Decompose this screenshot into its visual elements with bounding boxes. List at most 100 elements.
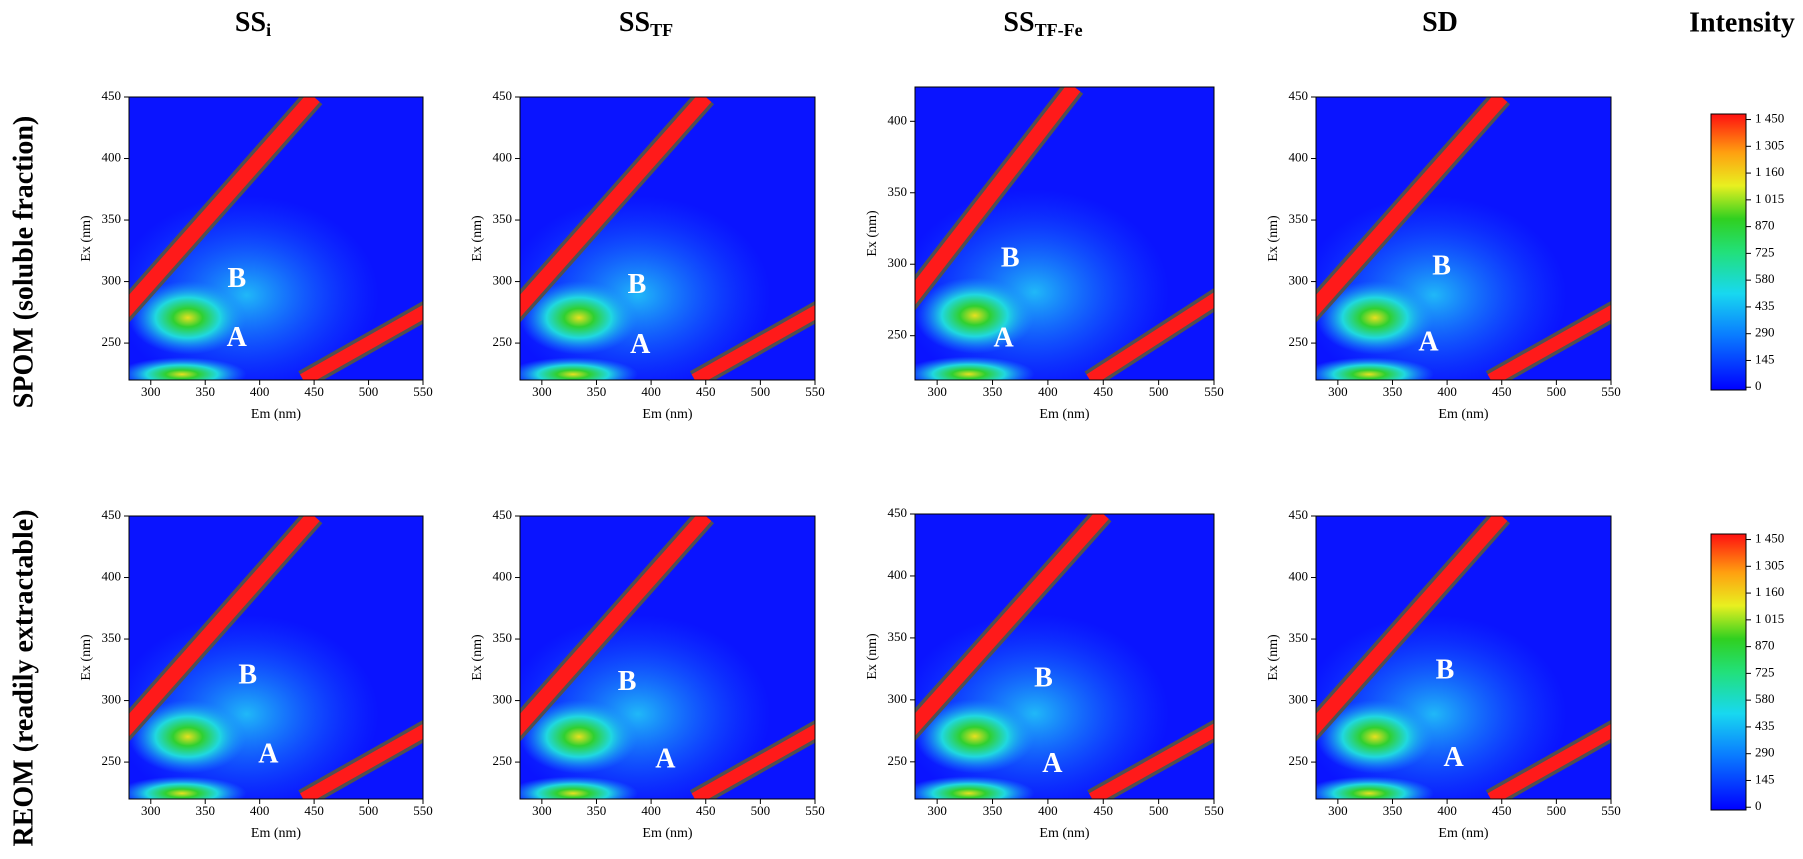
y-tick-label: 450 xyxy=(102,507,122,522)
plot-frame xyxy=(128,96,424,381)
colorbar-tick-label: 1 305 xyxy=(1755,557,1784,572)
fluorescence-peak xyxy=(1316,357,1434,380)
colorbar-tick-label: 290 xyxy=(1755,745,1775,760)
fluorescence-peak xyxy=(129,280,247,355)
colorbar-tick-label: 870 xyxy=(1755,218,1775,233)
fluorescence-peak xyxy=(520,776,638,799)
fluorescence-peak xyxy=(1316,280,1434,355)
rayleigh-band xyxy=(520,516,712,737)
y-tick-label: 300 xyxy=(888,255,908,270)
colorbar-tick-label: 290 xyxy=(1755,325,1775,340)
colorbar-tick-label: 1 160 xyxy=(1755,164,1784,179)
y-tick-label: 450 xyxy=(102,88,122,103)
y-tick-label: 300 xyxy=(102,692,122,707)
x-tick-label: 450 xyxy=(696,384,716,399)
column-title: SD xyxy=(1422,7,1458,38)
colorbar-tick-label: 580 xyxy=(1755,271,1775,286)
x-tick-label: 300 xyxy=(927,384,947,399)
contour-field xyxy=(129,97,423,380)
y-tick-label: 400 xyxy=(493,150,513,165)
fluorescence-peak xyxy=(520,280,638,355)
x-tick-label: 300 xyxy=(927,803,947,818)
x-tick-label: 500 xyxy=(751,803,771,818)
peak-annotation: B xyxy=(1034,662,1053,693)
y-tick-label: 300 xyxy=(1289,692,1309,707)
x-tick-label: 500 xyxy=(359,803,379,818)
x-tick-label: 450 xyxy=(304,384,324,399)
peak-annotation: B xyxy=(1432,250,1451,281)
colorbar-tick-label: 0 xyxy=(1755,798,1762,813)
x-tick-label: 400 xyxy=(1437,803,1457,818)
x-tick-label: 350 xyxy=(983,803,1003,818)
y-tick-label: 250 xyxy=(493,753,513,768)
rayleigh-band xyxy=(1316,97,1508,318)
x-tick-label: 300 xyxy=(532,803,552,818)
rayleigh-band xyxy=(129,97,320,318)
peak-annotation: B xyxy=(227,263,246,294)
x-tick-label: 500 xyxy=(359,384,379,399)
x-axis-label: Em (nm) xyxy=(1039,826,1089,841)
colorbar xyxy=(1710,533,1747,811)
x-tick-label: 550 xyxy=(1204,803,1224,818)
column-title: SSTF-Fe xyxy=(1003,7,1082,40)
colorbar-tick-label: 0 xyxy=(1755,378,1762,393)
plot-frame xyxy=(519,96,816,381)
plot-frame xyxy=(914,86,1215,381)
y-tick-label: 300 xyxy=(493,692,513,707)
rayleigh-band xyxy=(691,723,815,799)
y-tick-label: 400 xyxy=(493,569,513,584)
column-title-main: SS xyxy=(235,7,266,38)
y-axis-label: Ex (nm) xyxy=(79,634,94,681)
y-tick-label: 300 xyxy=(1289,273,1309,288)
x-tick-label: 300 xyxy=(141,803,161,818)
x-tick-label: 350 xyxy=(587,803,607,818)
x-axis-label: Em (nm) xyxy=(251,407,301,422)
y-tick-label: 350 xyxy=(102,630,122,645)
fluorescence-peak xyxy=(520,357,638,380)
x-tick-label: 300 xyxy=(141,384,161,399)
x-tick-label: 500 xyxy=(1149,803,1169,818)
x-tick-label: 500 xyxy=(1547,803,1567,818)
contour-field xyxy=(129,516,423,799)
x-tick-label: 550 xyxy=(805,803,825,818)
colorbar-tick-label: 1 450 xyxy=(1755,111,1784,126)
y-tick-label: 350 xyxy=(102,211,122,226)
x-axis-label: Em (nm) xyxy=(1438,407,1488,422)
column-title-subscript: i xyxy=(266,20,271,40)
y-tick-label: 350 xyxy=(888,184,908,199)
rayleigh-band xyxy=(1487,304,1611,380)
x-tick-label: 550 xyxy=(413,384,433,399)
y-tick-label: 400 xyxy=(102,569,122,584)
contour-field xyxy=(915,87,1214,380)
plot-frame xyxy=(128,515,424,800)
x-axis-label: Em (nm) xyxy=(251,826,301,841)
y-tick-label: 300 xyxy=(493,273,513,288)
colorbar-tick-label: 1 305 xyxy=(1755,137,1784,152)
fluorescence-peak xyxy=(915,699,1035,774)
y-axis-label: Ex (nm) xyxy=(1266,215,1281,262)
colorbar-tick-label: 1 160 xyxy=(1755,584,1784,599)
x-tick-label: 550 xyxy=(1601,803,1621,818)
colorbar-title: Intensity xyxy=(1689,7,1795,38)
plot-frame xyxy=(914,513,1215,800)
y-tick-label: 450 xyxy=(1289,88,1309,103)
rayleigh-band xyxy=(1487,723,1611,799)
y-tick-label: 400 xyxy=(888,112,908,127)
fluorescence-peak xyxy=(520,699,638,774)
x-tick-label: 500 xyxy=(751,384,771,399)
x-tick-label: 350 xyxy=(1383,803,1403,818)
y-tick-label: 350 xyxy=(1289,630,1309,645)
peak-annotation: A xyxy=(1418,327,1439,358)
x-tick-label: 400 xyxy=(1437,384,1457,399)
y-tick-label: 350 xyxy=(888,629,908,644)
y-tick-label: 400 xyxy=(102,150,122,165)
fluorescence-peak xyxy=(1316,776,1434,799)
contour-field xyxy=(520,516,815,799)
colorbar-tick-label: 435 xyxy=(1755,298,1775,313)
y-axis-label: Ex (nm) xyxy=(865,210,880,257)
plot-frame xyxy=(519,515,816,800)
